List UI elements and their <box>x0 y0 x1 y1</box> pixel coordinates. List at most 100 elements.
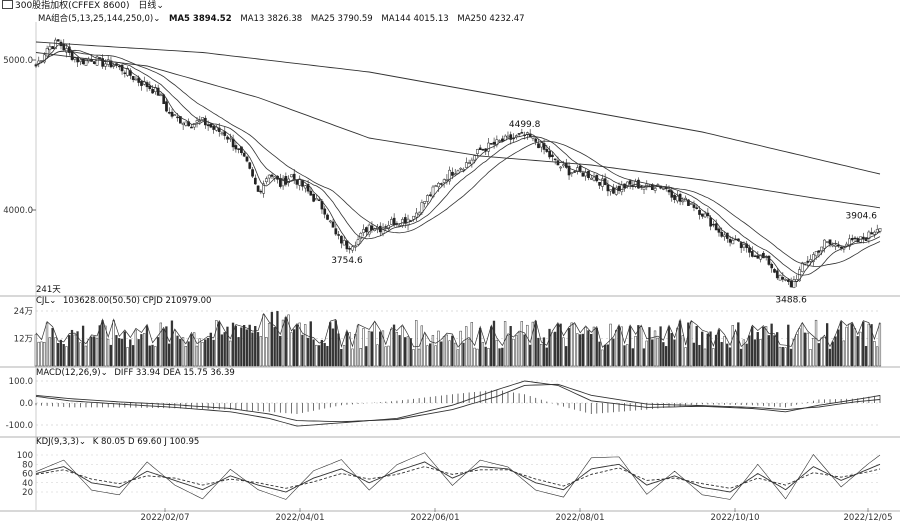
candle-up <box>415 212 418 218</box>
volume-bar <box>859 331 862 367</box>
candle-up <box>609 189 613 192</box>
volume-bar <box>773 335 776 367</box>
candle-down <box>606 184 610 192</box>
candle-down <box>501 138 504 142</box>
candle-down <box>537 143 540 149</box>
volume-bar <box>179 338 182 367</box>
volume-bar <box>331 328 335 367</box>
volume-bar <box>684 347 687 367</box>
candle-down <box>117 65 121 68</box>
volume-bar <box>254 326 257 367</box>
volume-bar <box>404 337 407 367</box>
volume-bar <box>406 336 410 367</box>
candle-down <box>278 178 282 187</box>
volume-bar <box>512 338 515 367</box>
ma25-value: MA25 3790.59 <box>310 14 373 24</box>
volume-bar <box>459 330 462 367</box>
volume-bar <box>742 339 746 367</box>
candle-up <box>601 178 604 187</box>
candle-up <box>290 174 293 178</box>
candle-up <box>448 169 452 182</box>
volume-bar <box>387 345 390 367</box>
volume-bar <box>320 339 324 367</box>
candle-down <box>231 138 235 148</box>
volume-bar <box>764 326 768 367</box>
candle-down <box>209 123 213 128</box>
candle-up <box>359 233 363 239</box>
period-selector[interactable]: 日线⌄ <box>138 1 164 11</box>
volume-bar <box>231 322 235 367</box>
volume-bar <box>653 330 657 367</box>
volume-bar <box>45 322 49 367</box>
volume-bar <box>734 331 737 367</box>
volume-bar <box>273 327 276 367</box>
candle-down <box>489 143 493 145</box>
candle-down <box>698 209 701 215</box>
candle-down <box>770 263 774 269</box>
volume-bar <box>617 326 621 367</box>
candle-up <box>423 201 427 204</box>
candle-up <box>867 231 871 239</box>
candle-up <box>800 262 804 272</box>
candle-up <box>351 246 354 251</box>
volume-bar <box>379 331 382 367</box>
volume-bar <box>131 345 135 367</box>
candle-up <box>195 120 199 123</box>
volume-bar <box>662 342 665 367</box>
volume-bar <box>801 323 804 367</box>
volume-bar <box>762 326 765 367</box>
volume-bar <box>473 347 476 367</box>
candle-down <box>317 199 321 201</box>
volume-bar <box>348 332 351 367</box>
volume-bar <box>340 348 343 367</box>
volume-bar <box>365 346 368 367</box>
volume-bar <box>198 338 201 367</box>
volume-bar <box>54 337 57 367</box>
candle-down <box>767 255 771 265</box>
volume-bar <box>751 326 754 367</box>
kdj-tick-label: 40 <box>22 479 33 489</box>
candle-up <box>464 162 468 168</box>
ma5-line <box>35 44 881 282</box>
volume-bar <box>184 346 187 367</box>
macd-legend-name[interactable]: MACD(12,26,9) <box>36 368 101 378</box>
volume-legend-values: 103628.00(50.50) CPJD 210979.00 <box>63 296 212 306</box>
candle-up <box>73 57 77 60</box>
volume-bar <box>81 325 85 367</box>
volume-bar <box>415 320 418 367</box>
ma13-line <box>35 49 881 276</box>
grid-icon[interactable] <box>2 0 13 9</box>
kdj-legend-name[interactable]: KDJ(9,3,3) <box>36 437 79 447</box>
candle-down <box>384 226 388 228</box>
candle-down <box>517 133 521 135</box>
volume-bar <box>759 339 762 367</box>
candle-up <box>526 132 529 135</box>
volume-bar <box>689 321 693 367</box>
candle-up <box>825 241 829 243</box>
volume-bar <box>143 333 146 367</box>
candle-up <box>506 135 510 138</box>
volume-bar <box>465 326 468 367</box>
candle-down <box>81 58 85 65</box>
volume-bar <box>295 324 299 367</box>
volume-bar <box>262 314 265 367</box>
candle-up <box>173 114 177 116</box>
volume-legend-name[interactable]: CJL <box>36 296 50 306</box>
candle-up <box>201 117 204 120</box>
volume-bar <box>284 317 287 367</box>
ma-legend-name[interactable]: MA组合(5,13,25,144,250,0) <box>38 14 154 24</box>
volume-bar <box>534 320 537 367</box>
volume-bar <box>584 327 587 367</box>
candle-down <box>170 111 174 117</box>
volume-bar <box>853 328 857 367</box>
volume-bar <box>540 343 543 367</box>
candle-up <box>703 213 707 218</box>
volume-bar <box>290 332 293 367</box>
price-tick-label: 5000.0 <box>3 56 33 66</box>
candle-up <box>634 181 638 187</box>
volume-bar <box>206 337 210 367</box>
volume-bar <box>870 324 873 367</box>
volume-bar <box>70 329 74 367</box>
volume-bar <box>326 345 329 367</box>
